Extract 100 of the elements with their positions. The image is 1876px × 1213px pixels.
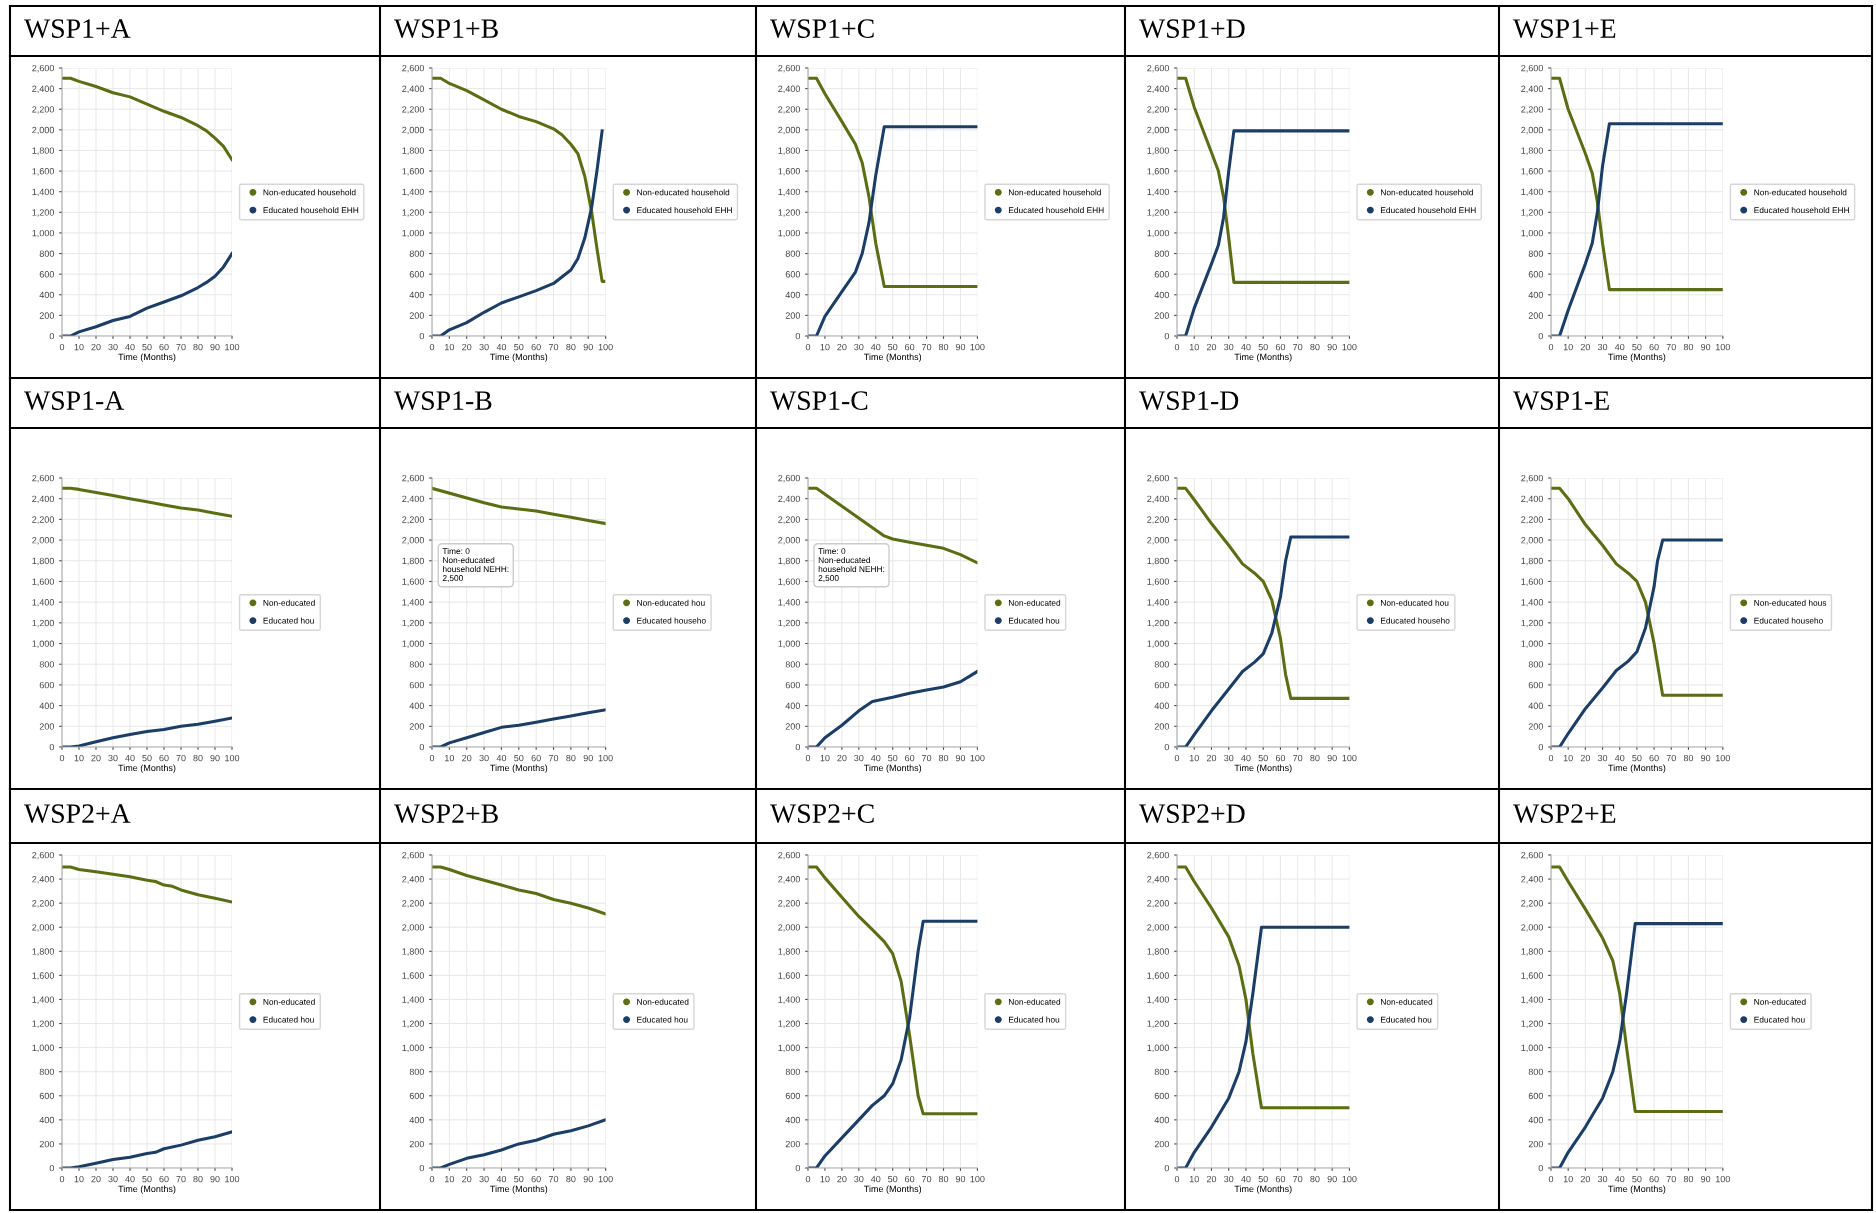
y-tick-label: 1,200 [1147, 619, 1170, 628]
y-tick-label: 1,400 [32, 188, 55, 197]
y-tick-label: 400 [1154, 702, 1170, 709]
y-tick-label: 1,000 [1521, 1044, 1544, 1053]
y-tick-label: 0 [795, 743, 801, 751]
y-tick-label: 2,200 [1521, 106, 1544, 114]
y-tick-label: 2,000 [1521, 924, 1544, 932]
y-tick-label: 1,000 [1147, 1044, 1170, 1053]
x-tick-label: 80 [1310, 343, 1320, 351]
y-tick-label: 400 [785, 702, 801, 709]
y-tick-label: 0 [419, 1164, 425, 1172]
x-tick-label: 70 [1293, 1175, 1303, 1183]
y-tick-label: 2,400 [1521, 876, 1544, 884]
x-tick-label: 60 [159, 1175, 169, 1183]
y-tick-label: 1,600 [1147, 578, 1170, 586]
y-tick-label: 1,600 [32, 168, 55, 176]
x-tick-label: 10 [74, 1175, 84, 1183]
y-tick-label: 1,200 [402, 1020, 425, 1028]
y-tick-label: 200 [39, 723, 55, 730]
y-tick-label: 2,600 [402, 474, 425, 483]
x-tick-label: 0 [1548, 1175, 1554, 1183]
legend-label: Non-educated household [637, 189, 730, 196]
x-tick-label: 50 [888, 343, 898, 351]
y-tick-label: 1,800 [778, 147, 801, 155]
x-tick-label: 10 [74, 343, 84, 351]
y-tick-label: 2,200 [778, 106, 801, 114]
y-tick-label: 2,000 [402, 537, 425, 545]
x-tick-label: 100 [598, 754, 613, 762]
y-tick-label: 2,200 [402, 900, 425, 908]
x-tick-label: 0 [1174, 1175, 1180, 1183]
y-tick-label: 2,200 [1147, 106, 1170, 114]
chart-title: WSP1+B [394, 19, 498, 39]
x-tick-label: 50 [142, 1175, 152, 1183]
x-tick-label: 40 [870, 343, 881, 351]
line-series [62, 486, 232, 518]
y-tick-label: 2,200 [402, 106, 425, 114]
x-tick-label: 100 [1342, 343, 1357, 351]
y-tick-label: 1,000 [32, 229, 55, 238]
y-tick-label: 1,800 [32, 147, 55, 155]
y-tick-label: 2,600 [1521, 851, 1544, 860]
x-tick-label: 10 [1189, 343, 1199, 351]
y-tick-label: 1,000 [32, 640, 55, 648]
y-tick-label: 1,800 [778, 948, 801, 956]
x-tick-label: 60 [159, 754, 169, 762]
y-tick-label: 2,600 [778, 64, 801, 73]
chart-title: WSP1-A [24, 391, 125, 411]
legend-label: Non-educated household [1008, 189, 1101, 196]
y-tick-label: 200 [409, 723, 425, 730]
y-tick-label: 1,400 [1521, 188, 1544, 197]
y-tick-label: 1,000 [402, 1044, 425, 1053]
x-tick-label: 60 [1275, 1175, 1286, 1183]
x-tick-label: 20 [1206, 754, 1217, 762]
x-tick-label: 20 [1206, 1175, 1217, 1183]
line-series [432, 76, 606, 283]
y-tick-label: 400 [785, 291, 801, 299]
x-tick-label: 80 [566, 754, 576, 762]
y-tick-label: 1,800 [1521, 557, 1544, 566]
y-tick-label: 1,400 [1147, 599, 1170, 607]
x-tick-label: 30 [1597, 754, 1608, 762]
y-tick-label: 1,600 [1521, 578, 1544, 586]
y-tick-label: 200 [785, 312, 801, 319]
y-tick-label: 400 [39, 1116, 55, 1124]
x-tick-label: 100 [598, 343, 613, 351]
y-tick-label: 2,200 [32, 516, 55, 524]
x-axis-title: Time (Months) [1608, 1185, 1666, 1194]
x-axis-title: Time (Months) [118, 764, 176, 773]
y-tick-label: 2,400 [1147, 876, 1170, 884]
y-tick-label: 1,800 [1521, 147, 1544, 155]
legend-label: Educated hou [1008, 617, 1060, 624]
x-tick-label: 90 [1701, 754, 1711, 762]
y-tick-label: 2,000 [32, 924, 55, 932]
y-tick-label: 0 [419, 743, 425, 751]
x-tick-label: 20 [462, 1175, 472, 1183]
y-tick-label: 1,400 [402, 188, 425, 197]
y-tick-label: 2,400 [32, 876, 55, 884]
y-tick-label: 2,600 [778, 851, 801, 860]
legend-label: Non-educated [263, 998, 315, 1005]
y-tick-label: 800 [785, 1068, 801, 1076]
x-tick-label: 40 [125, 1175, 135, 1183]
y-tick-label: 600 [39, 271, 55, 278]
x-tick-label: 50 [514, 343, 524, 351]
y-tick-label: 0 [49, 332, 55, 340]
x-tick-label: 30 [854, 343, 864, 351]
legend-label: Educated household EHH [1008, 207, 1104, 214]
x-tick-label: 20 [91, 1175, 101, 1183]
y-tick-label: 2,200 [778, 516, 801, 524]
y-tick-label: 600 [1154, 681, 1170, 689]
y-tick-label: 600 [409, 681, 425, 689]
y-tick-label: 800 [1528, 250, 1544, 257]
x-tick-label: 70 [1293, 343, 1303, 351]
y-tick-label: 1,600 [778, 972, 801, 980]
y-tick-label: 1,000 [778, 1044, 801, 1053]
y-tick-label: 1,000 [1147, 229, 1170, 238]
y-tick-label: 600 [409, 271, 425, 278]
y-tick-label: 1,000 [1521, 640, 1544, 648]
y-tick-label: 1,400 [778, 599, 801, 607]
x-tick-label: 100 [1715, 754, 1730, 762]
y-tick-label: 2,600 [402, 64, 425, 73]
y-tick-label: 2,000 [778, 126, 801, 135]
y-tick-label: 0 [1538, 743, 1544, 751]
